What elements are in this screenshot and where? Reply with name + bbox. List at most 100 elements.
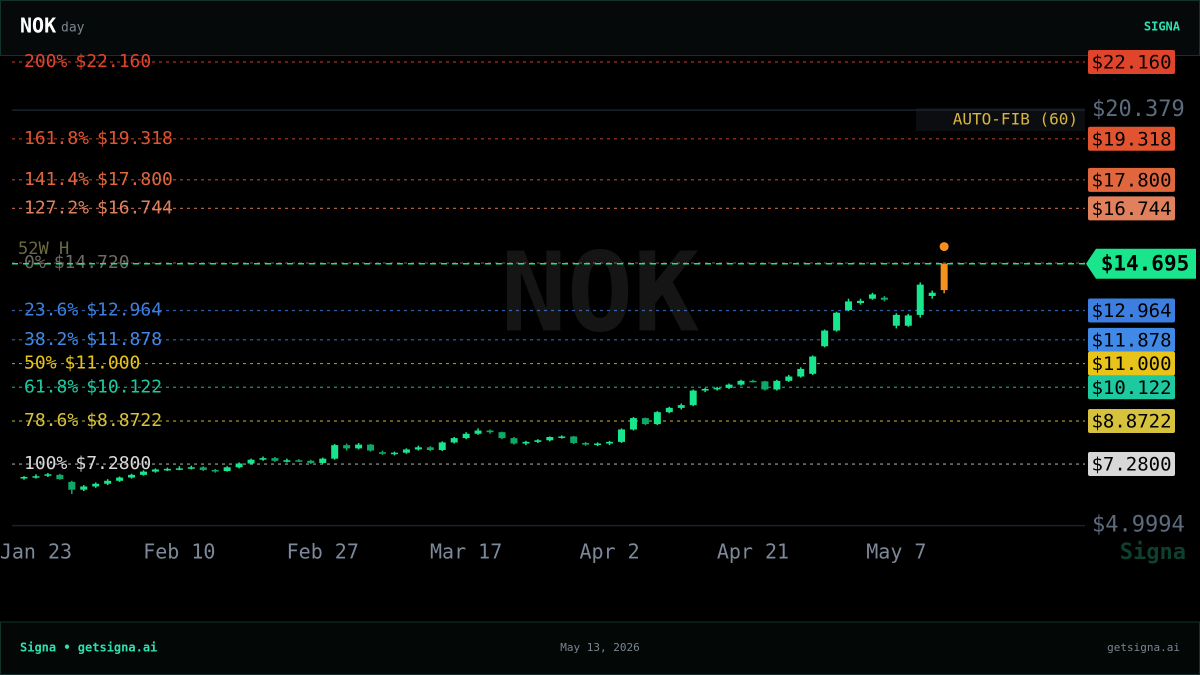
candle-body xyxy=(151,469,159,472)
price-badge xyxy=(1088,196,1175,221)
x-tick-label: Apr 21 xyxy=(717,540,789,564)
ticker: NOK xyxy=(20,14,56,38)
candle-body xyxy=(594,443,602,446)
candle-body xyxy=(319,458,327,463)
candle-body xyxy=(570,436,578,443)
candle-body xyxy=(116,477,124,481)
footer-brand: Signa • getsigna.ai xyxy=(20,641,157,655)
fib-price: $11.878 xyxy=(86,329,162,350)
fib-label: 61.8% $10.122 xyxy=(24,376,162,397)
fib-label: 23.6% $12.964 xyxy=(24,299,162,320)
fib-label: 0% $14.720 xyxy=(24,252,130,273)
candle-body xyxy=(534,440,542,442)
y-tick-label: $20.379 xyxy=(1092,97,1185,122)
last-price-label: $14.695 xyxy=(1101,252,1190,276)
fib-price: $8.8722 xyxy=(86,410,162,431)
price-badge xyxy=(1088,298,1175,323)
candle-body xyxy=(68,481,76,490)
candle-body xyxy=(379,452,386,454)
x-tick-label: Feb 10 xyxy=(143,540,215,564)
candle-body xyxy=(235,463,243,468)
candle-body xyxy=(868,294,876,299)
price-badge xyxy=(1088,126,1175,151)
candle-body xyxy=(307,460,315,463)
candle-body xyxy=(462,433,470,439)
fib-pct: 161.8% xyxy=(24,128,89,149)
candle-body xyxy=(44,474,52,476)
footer-bar xyxy=(0,621,1200,675)
badge-label: $17.800 xyxy=(1091,169,1171,191)
fib-price: $7.2800 xyxy=(75,453,151,474)
x-tick-label: Feb 27 xyxy=(287,540,359,564)
candle-body xyxy=(629,418,637,430)
header-bar xyxy=(0,0,1200,56)
brand-watermark: Signa xyxy=(1120,540,1186,565)
candle-body xyxy=(713,387,721,390)
fib-price: $17.800 xyxy=(97,169,173,190)
badge-label: $8.8722 xyxy=(1091,411,1171,433)
candle-body xyxy=(486,430,494,433)
candle-body xyxy=(80,486,88,490)
candle-body xyxy=(773,380,781,390)
candle-body xyxy=(104,480,112,484)
price-badge xyxy=(1088,50,1175,75)
footer-link: getsigna.ai xyxy=(1107,641,1180,654)
candle-body xyxy=(833,312,841,331)
fib-pct: 127.2% xyxy=(24,197,89,218)
candle-body xyxy=(140,471,147,475)
candle-body xyxy=(606,441,614,444)
fib-price: $12.964 xyxy=(86,299,162,320)
candle-body xyxy=(845,301,853,311)
badge-label: $7.2800 xyxy=(1091,454,1171,476)
candle-body xyxy=(558,436,566,438)
fib-price: $14.720 xyxy=(54,252,130,273)
candle-body xyxy=(32,476,40,478)
x-tick-label: Mar 17 xyxy=(430,540,502,564)
x-tick-label: Apr 2 xyxy=(579,540,639,564)
candle-body xyxy=(582,442,590,445)
brand: SIGNA xyxy=(1144,20,1181,34)
x-tick-label: May 7 xyxy=(866,540,926,564)
y-tick-label: $4.9994 xyxy=(1092,513,1185,538)
fib-price: $10.122 xyxy=(86,376,162,397)
candle-body xyxy=(175,468,183,470)
candle-body xyxy=(331,445,339,459)
candle-body xyxy=(821,330,829,347)
candle-body xyxy=(737,380,745,385)
last-price-badge xyxy=(1086,248,1196,279)
candle-body xyxy=(223,467,231,472)
badge-label: $11.878 xyxy=(1091,329,1171,351)
candle-body xyxy=(211,469,219,472)
candle-body xyxy=(438,442,446,450)
price-badge xyxy=(1088,375,1175,400)
fib-label: 127.2% $16.744 xyxy=(24,197,173,218)
fib-pct: 141.4% xyxy=(24,169,89,190)
fib-label: 38.2% $11.878 xyxy=(24,329,162,350)
badge-label: $22.160 xyxy=(1091,52,1171,74)
candle-body xyxy=(426,447,434,450)
badge-label: $11.000 xyxy=(1091,353,1171,375)
candle-body xyxy=(677,405,685,408)
candle-body xyxy=(653,412,661,425)
candle-body xyxy=(797,368,805,377)
badge-label: $16.744 xyxy=(1091,198,1171,220)
price-badge xyxy=(1088,452,1175,477)
candle-body xyxy=(916,284,924,315)
footer-date: May 13, 2026 xyxy=(560,641,639,654)
candle-body xyxy=(199,467,207,470)
fib-title-box xyxy=(916,108,1085,131)
candle-body xyxy=(450,438,458,443)
candle-body xyxy=(904,315,912,326)
watermark: NOK xyxy=(501,228,700,356)
candle-body xyxy=(522,441,530,444)
candle-body xyxy=(510,438,518,444)
candle-body xyxy=(618,429,625,442)
candle-body xyxy=(390,452,398,455)
fib-price: $22.160 xyxy=(75,51,151,72)
candle-body xyxy=(546,437,554,441)
price-badge xyxy=(1088,327,1175,352)
fib-pct: 100% xyxy=(24,453,68,474)
badge-label: $12.964 xyxy=(1091,300,1171,322)
